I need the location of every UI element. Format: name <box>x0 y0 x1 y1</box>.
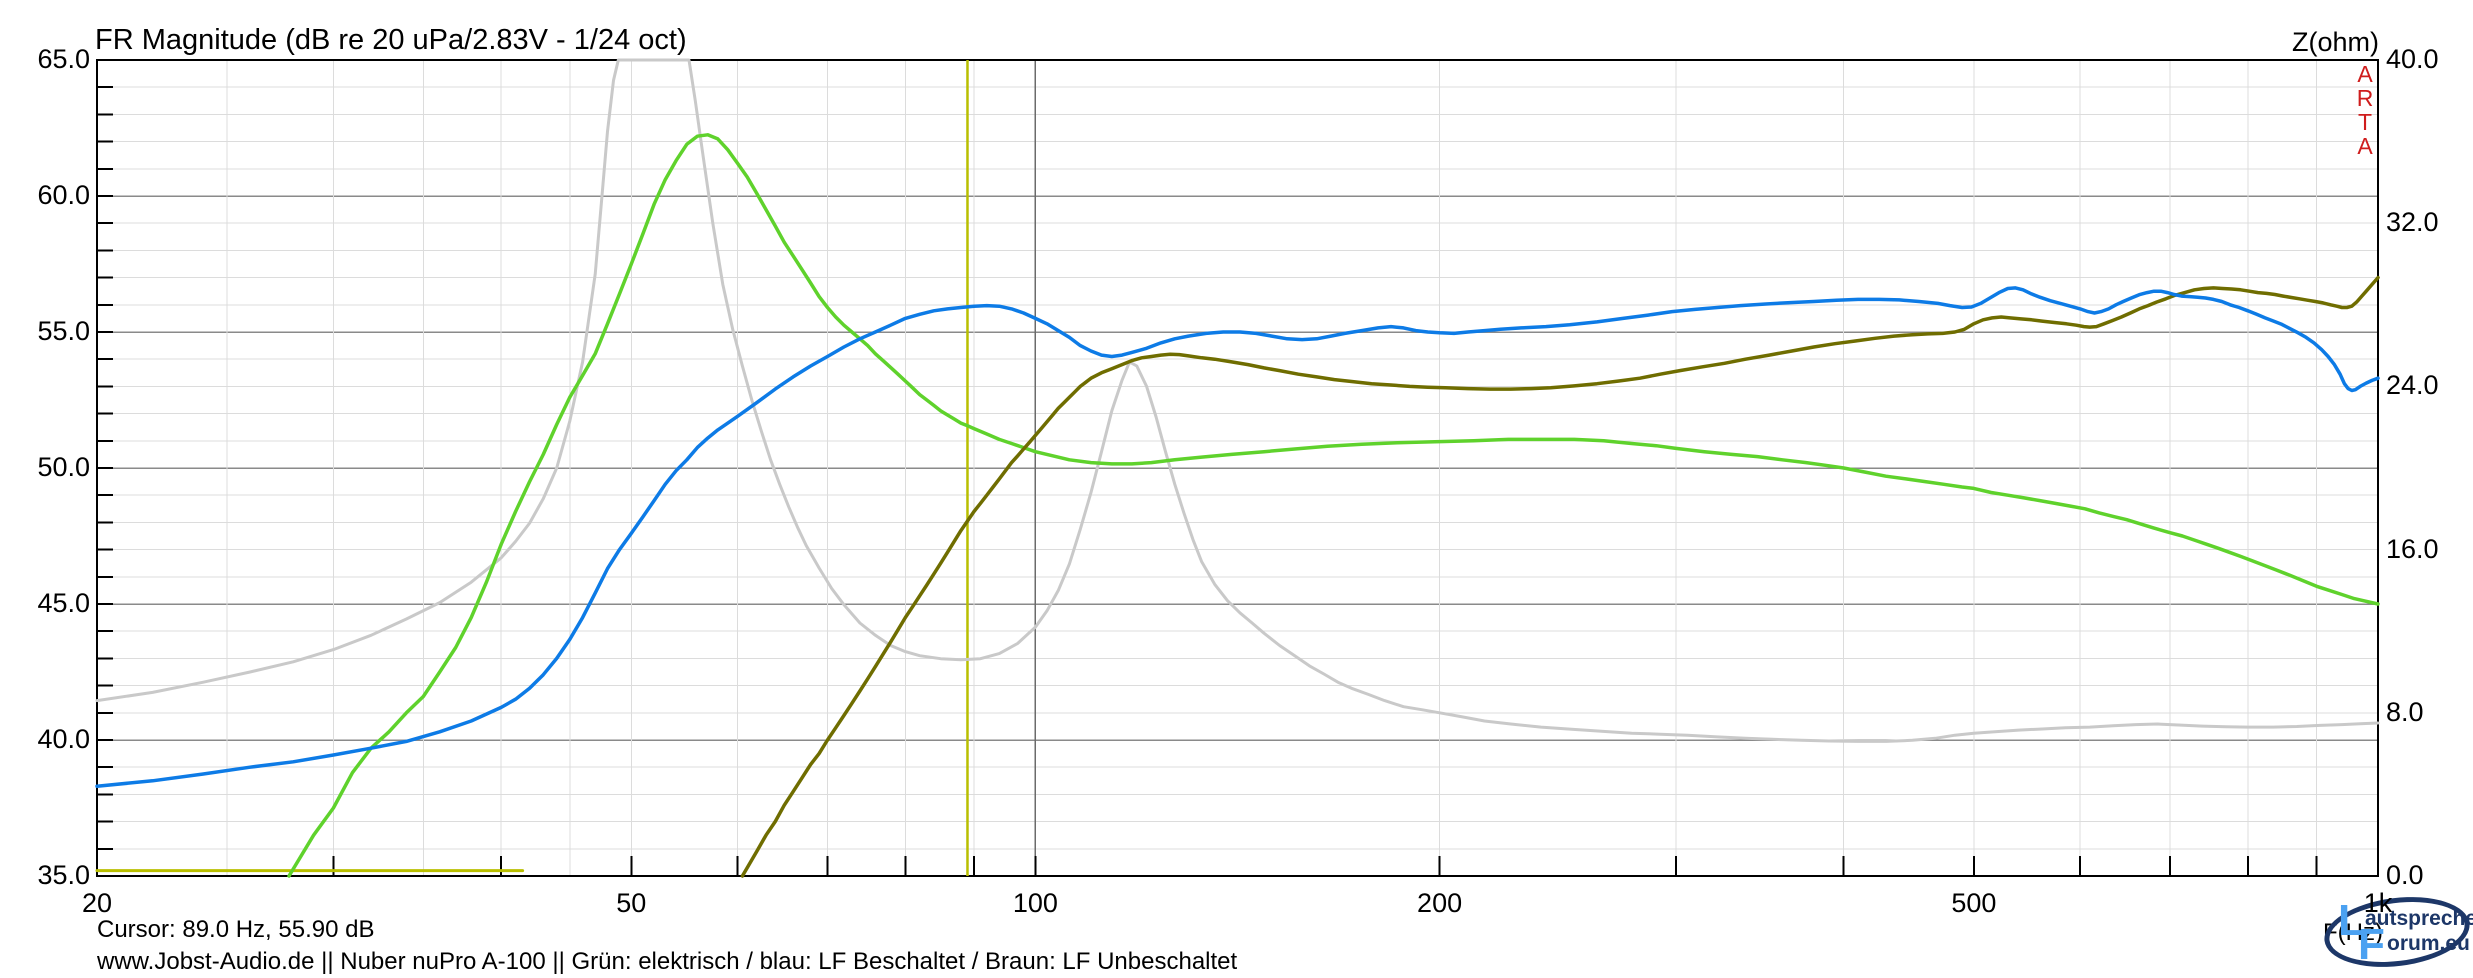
logo-letter-f: F <box>2358 920 2385 969</box>
x-axis-label-50: 50 <box>616 888 647 918</box>
x-axis-label-1k: 1k <box>2363 888 2393 918</box>
logo-word-forum-eu: orum.eu <box>2387 932 2470 955</box>
logo-letter-l: L <box>2338 896 2365 945</box>
y-axis-label-45.0: 45.0 <box>37 588 90 618</box>
x-axis-label-20: 20 <box>81 888 113 918</box>
arta-letter-1: R <box>2356 85 2374 111</box>
y-axis-label-65.0: 65.0 <box>37 44 90 74</box>
z-axis-label-32.0: 32.0 <box>2386 207 2439 238</box>
y-axis-label-40.0: 40.0 <box>37 724 90 754</box>
curve-elektrisch[interactable] <box>287 133 2380 878</box>
z-axis-label-24.0: 24.0 <box>2386 370 2439 401</box>
footer-note: www.Jobst-Audio.de || Nuber nuPro A-100 … <box>97 948 1238 975</box>
x-axis-label-100: 100 <box>1012 888 1058 918</box>
arta-letter-2: T <box>2357 109 2373 135</box>
curve-impedance-curve[interactable] <box>95 58 2380 743</box>
y-axis-label-50.0: 50.0 <box>37 452 90 482</box>
x-axis-label-500: 500 <box>1951 888 1997 918</box>
curve-lf-beschaltet[interactable] <box>95 286 2380 788</box>
z-axis-label-8.0: 8.0 <box>2386 696 2424 727</box>
curve-lf-unbeschaltet[interactable] <box>740 275 2380 878</box>
arta-letter-0: A <box>2357 61 2373 87</box>
y-axis-label-55.0: 55.0 <box>37 316 90 346</box>
lautsprecherforum-logo: L autsprecher F orum.eu <box>2320 889 2473 975</box>
z-axis-label-40.0: 40.0 <box>2386 44 2439 74</box>
y-axis-label-60.0: 60.0 <box>37 180 90 210</box>
x-axis-label-200: 200 <box>1417 888 1463 918</box>
z-axis-label-16.0: 16.0 <box>2386 533 2439 564</box>
right-axis-title: Z(ohm) <box>2292 27 2379 57</box>
chart-title: FR Magnitude (dB re 20 uPa/2.83V - 1/24 … <box>95 24 687 56</box>
cursor-readout: Cursor: 89.0 Hz, 55.90 dB <box>97 916 375 943</box>
grid <box>96 59 2379 877</box>
arta-letter-3: A <box>2357 133 2373 159</box>
y-axis-label-35.0: 35.0 <box>37 860 90 890</box>
logo-word-lautsprecher: autsprecher <box>2365 907 2473 930</box>
x-axis-unit-label: F(Hz) <box>2323 919 2383 946</box>
z-axis-label-0.0: 0.0 <box>2386 860 2424 890</box>
